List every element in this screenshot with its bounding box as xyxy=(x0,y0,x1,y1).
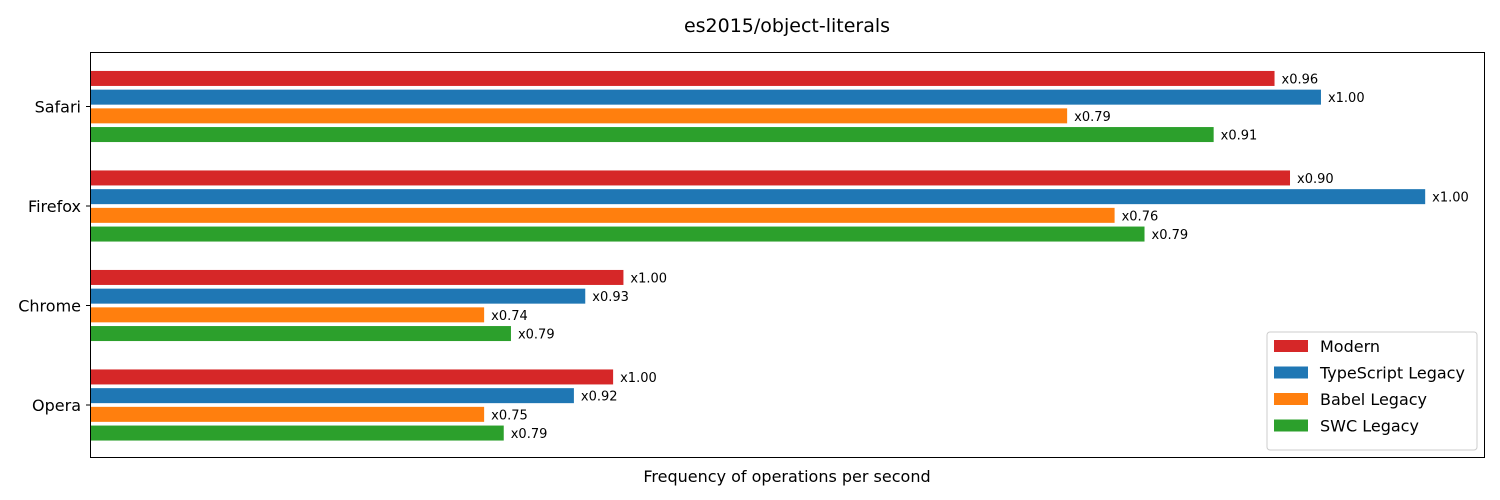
bar-label-opera-modern: x1.00 xyxy=(620,371,657,386)
legend-box xyxy=(1266,331,1478,451)
bar-safari-typescript-legacy xyxy=(91,89,1321,105)
bar-label-safari-babel-legacy: x0.79 xyxy=(1074,110,1111,125)
bar-label-firefox-modern: x0.90 xyxy=(1297,172,1334,187)
category-label-opera: Opera xyxy=(32,396,81,415)
bars-layer: x0.96 x1.00 x0.79 x0.91 x0.90 x1.00 x0.76 x0.79… xyxy=(91,70,1469,442)
bar-firefox-babel-legacy xyxy=(91,207,1115,223)
bar-label-opera-typescript-legacy: x0.92 xyxy=(581,390,618,405)
bar-label-firefox-typescript-legacy: x1.00 xyxy=(1432,191,1469,206)
legend-label-typescript-legacy: TypeScript Legacy xyxy=(1319,364,1465,383)
bar-label-firefox-babel-legacy: x0.76 xyxy=(1122,209,1159,224)
bar-label-chrome-babel-legacy: x0.74 xyxy=(491,309,528,324)
bar-safari-modern xyxy=(91,70,1275,86)
bar-label-opera-swc-legacy: x0.79 xyxy=(511,427,548,442)
category-label-chrome: Chrome xyxy=(18,297,81,316)
bar-opera-swc-legacy xyxy=(91,425,504,441)
legend: Modern TypeScript Legacy Babel Legacy SWC L… xyxy=(1266,331,1478,451)
bar-label-firefox-swc-legacy: x0.79 xyxy=(1152,228,1189,243)
legend-swatch-swc-legacy xyxy=(1274,419,1308,432)
bar-label-chrome-typescript-legacy: x0.93 xyxy=(592,290,629,305)
y-axis: Safari Firefox Chrome Opera xyxy=(18,98,91,415)
bar-label-safari-swc-legacy: x0.91 xyxy=(1221,129,1258,144)
bar-safari-swc-legacy xyxy=(91,127,1214,143)
x-axis-label: Frequency of operations per second xyxy=(643,467,930,486)
bar-chrome-typescript-legacy xyxy=(91,288,586,304)
category-label-safari: Safari xyxy=(35,98,81,117)
bar-chrome-modern xyxy=(91,269,624,285)
bar-label-chrome-modern: x1.00 xyxy=(630,271,667,286)
bar-firefox-swc-legacy xyxy=(91,226,1145,242)
bar-opera-babel-legacy xyxy=(91,406,485,422)
bar-label-opera-babel-legacy: x0.75 xyxy=(491,408,528,423)
bar-chrome-swc-legacy xyxy=(91,326,511,342)
legend-swatch-babel-legacy xyxy=(1274,393,1308,405)
legend-swatch-modern xyxy=(1274,340,1308,352)
category-label-firefox: Firefox xyxy=(28,197,81,216)
bar-label-safari-modern: x0.96 xyxy=(1282,72,1319,87)
bar-firefox-modern xyxy=(91,170,1291,186)
legend-label-babel-legacy: Babel Legacy xyxy=(1320,390,1427,409)
chart-title: es2015/object-literals xyxy=(684,15,890,37)
plot-area xyxy=(90,52,1485,458)
bar-chrome-babel-legacy xyxy=(91,307,485,323)
legend-label-swc-legacy: SWC Legacy xyxy=(1320,417,1419,436)
bar-safari-babel-legacy xyxy=(91,108,1068,124)
bar-firefox-typescript-legacy xyxy=(91,189,1426,205)
legend-label-modern: Modern xyxy=(1320,337,1380,356)
bar-opera-typescript-legacy xyxy=(91,388,574,404)
bar-label-chrome-swc-legacy: x0.79 xyxy=(518,328,555,343)
bar-label-safari-typescript-legacy: x1.00 xyxy=(1328,91,1365,106)
legend-swatch-typescript-legacy xyxy=(1274,366,1308,379)
bar-opera-modern xyxy=(91,369,614,385)
